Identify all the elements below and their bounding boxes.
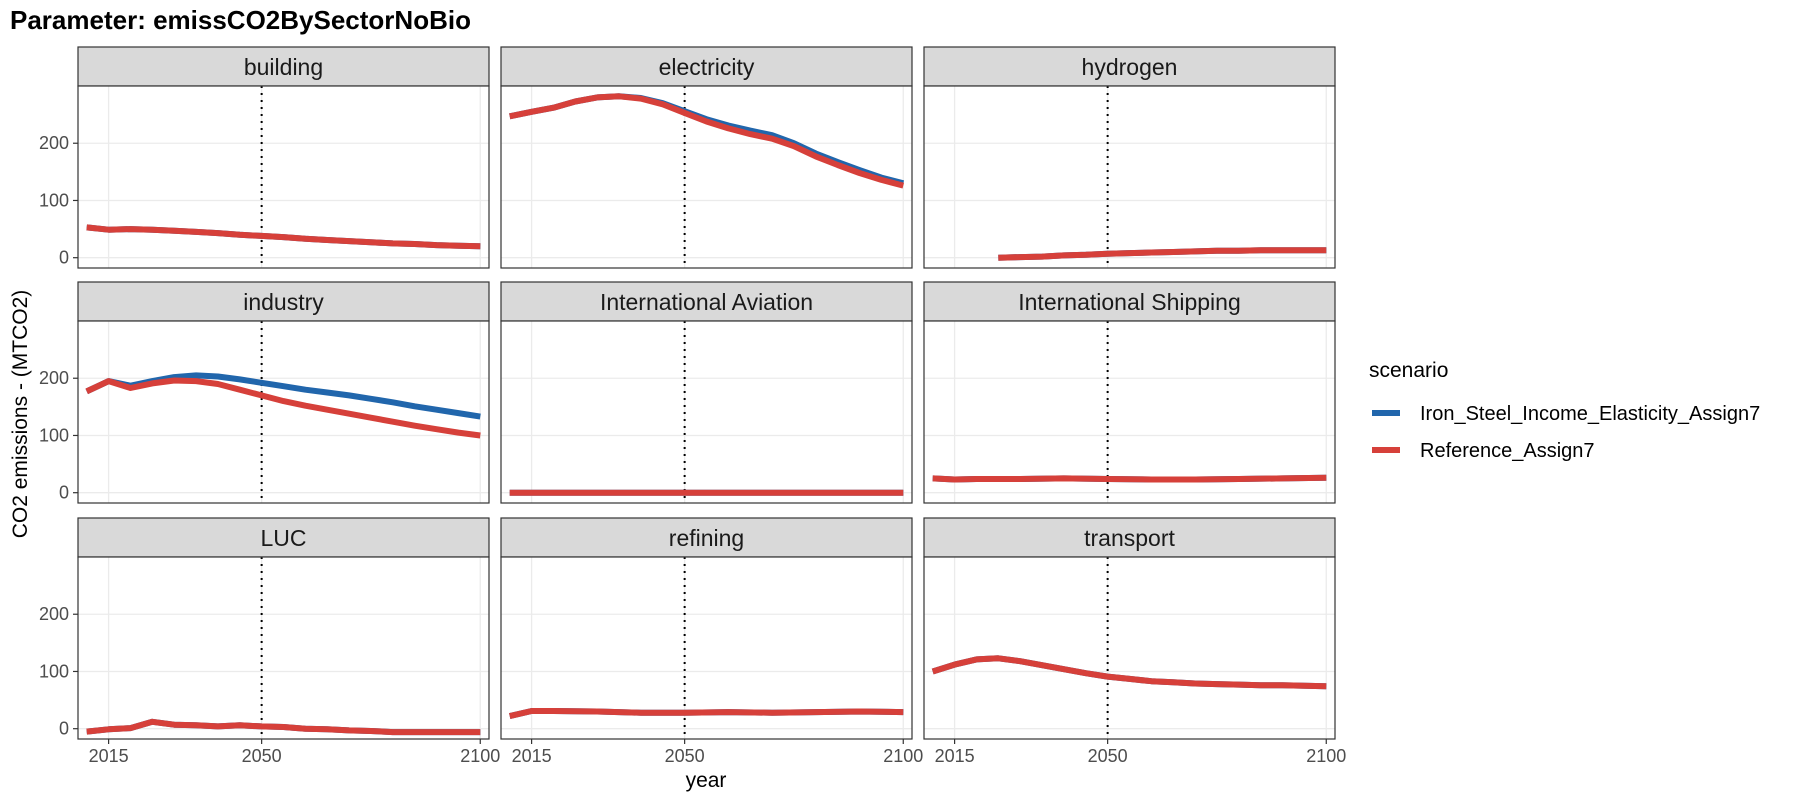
series-line-reference-assign7 — [509, 708, 904, 720]
panel-border — [77, 85, 490, 269]
strip-international-shipping — [923, 281, 1336, 322]
panel-hydrogen: hydrogen — [923, 46, 1336, 269]
plot-area-transport — [924, 557, 1335, 739]
strip-label-building: building — [244, 54, 323, 80]
plot-area-international-shipping — [924, 321, 1335, 503]
panel-border — [923, 85, 1336, 269]
series-line-reference-assign7 — [86, 718, 481, 736]
strip-label-electricity: electricity — [659, 54, 755, 80]
y-tick-label: 0 — [59, 248, 69, 268]
strip-label-industry: industry — [243, 289, 324, 315]
x-tick-label: 2015 — [512, 746, 552, 766]
panel-industry: industry 0 100 200 — [39, 281, 490, 504]
strip-label-international-aviation: International Aviation — [600, 289, 813, 315]
y-tick-label: 200 — [39, 604, 69, 624]
panel-refining: refining 2015 2050 2100 — [500, 517, 923, 766]
legend-label-iron-steel-income-elasticity-assign7: Iron_Steel_Income_Elasticity_Assign7 — [1420, 403, 1760, 425]
chart-title: Parameter: emissCO2BySectorNoBio — [10, 5, 471, 35]
panel-transport: transport 2015 2050 2100 — [923, 517, 1346, 766]
strip-transport — [923, 517, 1336, 558]
y-tick-label: 0 — [59, 483, 69, 503]
y-tick-label: 100 — [39, 190, 69, 210]
y-tick-label: 200 — [39, 133, 69, 153]
x-axis-title: year — [686, 769, 727, 792]
strip-hydrogen — [923, 46, 1336, 87]
strip-label-international-shipping: International Shipping — [1018, 289, 1241, 315]
plot-area-luc — [78, 557, 489, 739]
series-line-reference-assign7 — [509, 93, 905, 189]
x-tick-label: 2100 — [460, 746, 500, 766]
y-tick-label: 0 — [59, 719, 69, 739]
strip-label-refining: refining — [669, 525, 744, 551]
x-tick-label: 2015 — [89, 746, 129, 766]
panel-border — [923, 556, 1336, 740]
panel-border — [77, 556, 490, 740]
y-tick-label: 200 — [39, 368, 69, 388]
series-line-reference-assign7 — [998, 247, 1327, 261]
panel-building: building 0 100 200 — [39, 46, 490, 269]
y-axis-title: CO2 emissions - (MTCO2) — [9, 290, 32, 539]
plot-area-industry — [78, 321, 489, 503]
strip-electricity — [500, 46, 913, 87]
panel-international-shipping: International Shipping — [923, 281, 1336, 504]
strip-label-luc: LUC — [260, 525, 306, 551]
x-tick-label: 2100 — [883, 746, 923, 766]
plot-area-building — [78, 86, 489, 268]
x-tick-label: 2100 — [1306, 746, 1346, 766]
panel-international-aviation: International Aviation — [500, 281, 913, 504]
series-line-reference-assign7 — [85, 377, 481, 439]
legend-label-reference-assign7: Reference_Assign7 — [1420, 440, 1595, 462]
x-tick-label: 2050 — [665, 746, 705, 766]
strip-luc — [77, 517, 490, 558]
x-tick-label: 2050 — [1088, 746, 1128, 766]
plot-area-hydrogen — [924, 86, 1335, 268]
panel-border — [923, 320, 1336, 504]
facet-panels: building 0 100 200 electricity hydrogen indust… — [39, 46, 1346, 766]
plot-area-international-aviation — [501, 321, 912, 503]
strip-label-transport: transport — [1084, 525, 1175, 551]
series-line-reference-assign7 — [932, 474, 1327, 483]
y-tick-label: 100 — [39, 661, 69, 681]
plot-area-electricity — [501, 86, 912, 268]
x-tick-label: 2050 — [242, 746, 282, 766]
strip-industry — [77, 281, 490, 322]
y-tick-label: 100 — [39, 425, 69, 445]
legend: scenario Iron_Steel_Income_Elasticity_As… — [1369, 359, 1760, 462]
series-line-reference-assign7 — [931, 655, 1327, 690]
panel-electricity: electricity — [500, 46, 913, 269]
strip-building — [77, 46, 490, 87]
panel-border — [500, 556, 913, 740]
series-line-reference-assign7 — [86, 224, 481, 250]
panel-luc: LUC 0 100 200 2015 2050 2100 — [39, 517, 500, 766]
panel-border — [500, 85, 913, 269]
panel-border — [77, 320, 490, 504]
legend-title: scenario — [1369, 359, 1448, 382]
strip-refining — [500, 517, 913, 558]
strip-label-hydrogen: hydrogen — [1082, 54, 1178, 80]
strip-international-aviation — [500, 281, 913, 322]
x-tick-label: 2015 — [935, 746, 975, 766]
panel-border — [500, 320, 913, 504]
